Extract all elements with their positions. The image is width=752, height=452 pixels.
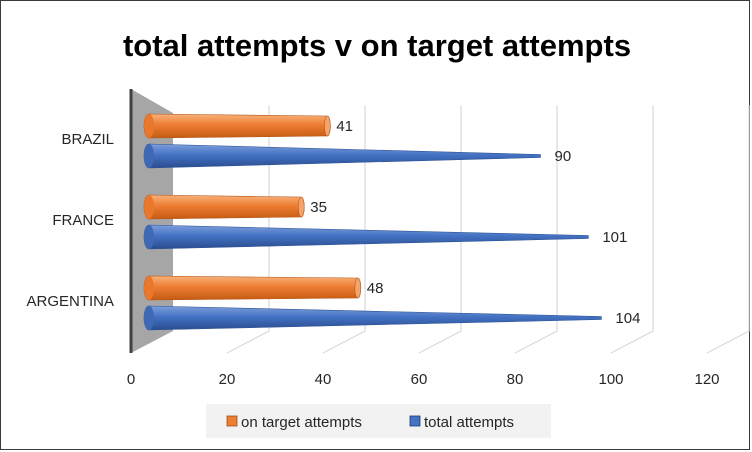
legend: on target attempts total attempts [206,404,551,438]
x-tick-label: 40 [315,371,332,388]
data-label: 104 [615,310,640,327]
legend-label-total: total attempts [424,414,514,431]
bar-base [144,114,154,138]
bar-base [144,225,154,249]
bars-layer: 41 90 35 101 48 104 [143,113,640,331]
grid-line [226,105,270,354]
category-label: BRAZIL [61,131,114,148]
category-labels: BRAZIL FRANCE ARGENTINA [26,131,114,310]
bar-on-target-brazil [143,113,331,139]
bar-cap [324,115,331,137]
bar-cap [354,277,362,299]
bar-on-target-argentina [143,275,362,301]
x-tick-label: 0 [127,371,135,388]
data-label: 90 [555,148,572,165]
x-tick-label: 60 [411,371,428,388]
bar-base [144,144,154,168]
x-tick-label: 100 [598,371,623,388]
grid-line [514,105,558,354]
grid-line [610,105,654,354]
data-label: 41 [336,118,353,135]
bar-base [144,306,154,330]
grid-line [418,105,462,354]
legend-swatch-on-target [226,415,238,427]
bar-on-target-france [143,194,305,220]
bar-base [144,195,154,219]
grid-lines [226,105,750,354]
x-tick-label: 120 [694,371,719,388]
tick-labels: 0 20 40 60 80 100 120 [127,371,720,388]
legend-swatch-total [409,415,421,427]
category-label: FRANCE [52,212,114,229]
data-label: 101 [602,229,627,246]
category-label: ARGENTINA [26,293,114,310]
x-tick-label: 80 [507,371,524,388]
bar-total-argentina [143,305,602,331]
bar-total-france [143,224,589,250]
bar-total-brazil [143,143,541,169]
grid-line [706,105,750,354]
chart-title: total attempts v on target attempts [123,28,631,63]
x-tick-label: 20 [219,371,236,388]
legend-label-on-target: on target attempts [241,414,362,431]
bar-base [144,276,154,300]
data-label: 35 [310,199,327,216]
grid-line [322,105,366,354]
bar-cap [297,196,305,218]
data-label: 48 [367,280,384,297]
legend-box [206,404,551,438]
